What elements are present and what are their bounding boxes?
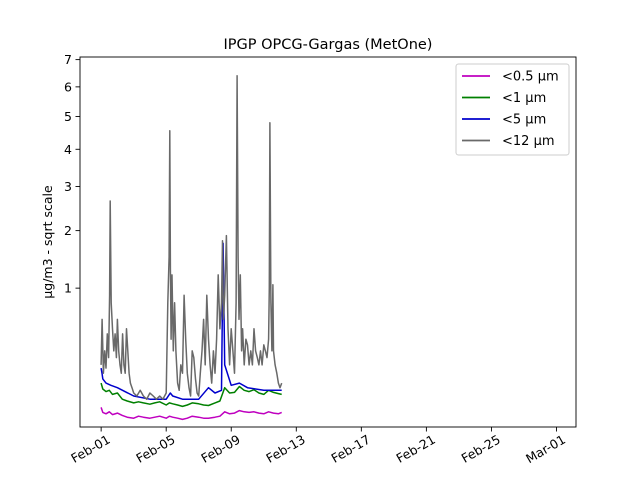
legend-box (455, 63, 570, 156)
legend-label: <0.5 μm (502, 70, 559, 85)
series-layer (100, 74, 283, 421)
series-line-3 (100, 74, 283, 400)
legend-label: <1 μm (502, 91, 546, 106)
y-tick-label: 3 (64, 179, 72, 194)
y-tick-label: 1 (64, 281, 72, 296)
series-line-2 (100, 242, 282, 400)
y-tick-label: 4 (64, 142, 72, 157)
series-line-0 (100, 407, 282, 421)
legend-label: <5 μm (502, 113, 546, 128)
y-tick-label: 5 (64, 109, 72, 124)
legend-label: <12 μm (502, 134, 555, 149)
chart-title: IPGP OPCG-Gargas (MetOne) (224, 37, 433, 53)
y-axis: 1 2 3 4 5 6 7 (64, 52, 80, 296)
y-tick-label: 7 (64, 52, 72, 67)
plot-frame (79, 56, 577, 428)
y-tick-label: 2 (64, 223, 72, 238)
series-line-1 (100, 382, 282, 408)
y-tick-label: 6 (64, 79, 72, 94)
y-axis-label: μg/m3 - sqrt scale (40, 185, 55, 299)
legend: <0.5 μm <1 μm <5 μm <12 μm (455, 63, 570, 156)
